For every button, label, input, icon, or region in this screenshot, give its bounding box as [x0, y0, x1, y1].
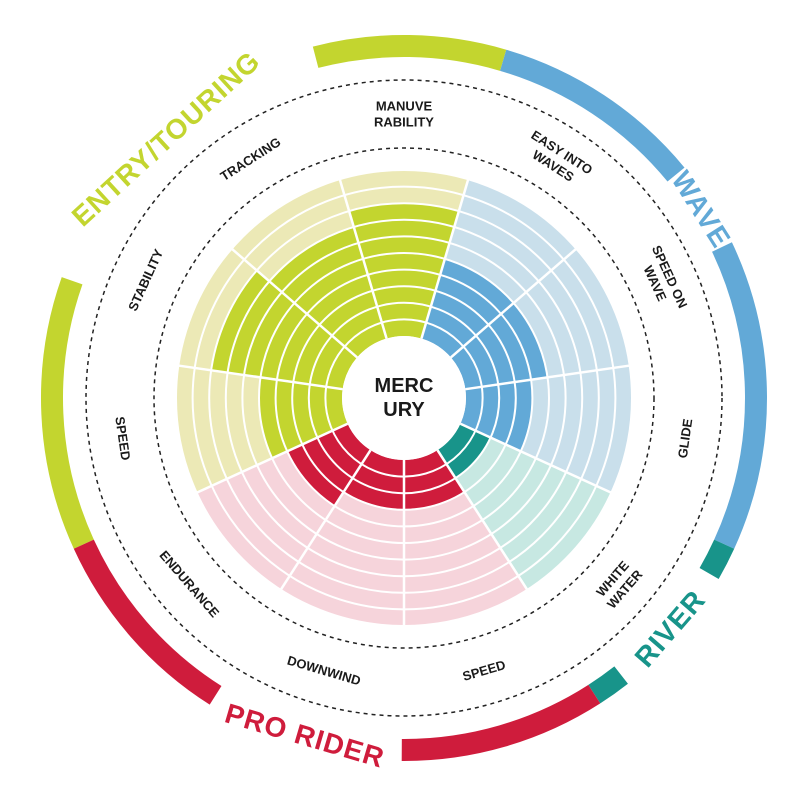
grid-spoke — [196, 422, 349, 494]
value-bar — [349, 203, 459, 339]
metric-label: SPEED — [461, 657, 508, 684]
category-arc — [699, 539, 735, 580]
category-arc — [73, 539, 222, 705]
metric-label-line: DOWNWIND — [285, 653, 362, 689]
metric-label-line: MANUVE — [376, 99, 433, 114]
value-bar — [343, 450, 404, 510]
metric-label: SPEED — [112, 416, 133, 462]
grid-spoke — [465, 364, 630, 391]
value-bar — [421, 258, 514, 358]
value-bar — [404, 450, 465, 510]
value-bar — [269, 227, 387, 358]
metric-label-line: RABILITY — [374, 115, 434, 130]
category-arc — [588, 666, 628, 704]
grid-spoke — [230, 247, 358, 359]
dashed-guide-circle — [153, 147, 655, 649]
metric-label-line: SPEED — [461, 657, 508, 684]
center-label: URY — [383, 399, 425, 421]
grid-spoke — [279, 449, 372, 591]
category-label: WAVE — [666, 165, 737, 253]
grid-spoke — [178, 364, 343, 391]
category-arc — [401, 684, 601, 761]
center-circle — [342, 336, 466, 460]
grid-spoke — [459, 422, 612, 494]
metric-label-line: SPEED — [112, 416, 133, 462]
metric-label-line: GLIDE — [675, 417, 696, 459]
grid-spoke — [338, 178, 388, 339]
value-bar — [460, 379, 533, 452]
grid-spoke — [420, 178, 470, 339]
metric-label-line: TRACKING — [218, 134, 284, 184]
category-label: PRO RIDER — [222, 698, 389, 774]
dashed-guide-circle — [85, 79, 723, 717]
category-label: ENTRY/TOURING — [66, 45, 266, 232]
metric-label: TRACKING — [218, 134, 284, 184]
center-label: MERC — [375, 375, 434, 397]
value-bar — [437, 423, 491, 479]
category-arc — [41, 277, 94, 549]
metric-label-line: STABILITY — [125, 247, 166, 314]
category-arc — [500, 49, 685, 182]
grid-spoke — [450, 247, 578, 359]
category-arc — [712, 242, 767, 549]
value-bar — [287, 423, 371, 507]
grid-spoke — [436, 449, 529, 591]
category-label: RIVER — [629, 584, 712, 673]
metric-label: DOWNWIND — [285, 653, 362, 689]
value-bar — [450, 303, 548, 390]
metric-label: GLIDE — [675, 417, 696, 459]
metric-label: STABILITY — [125, 247, 166, 314]
category-arc — [312, 35, 507, 71]
dashed-guide-layer — [85, 79, 723, 717]
ring-grid-layer — [175, 169, 633, 627]
category-arc-layer — [41, 35, 767, 761]
